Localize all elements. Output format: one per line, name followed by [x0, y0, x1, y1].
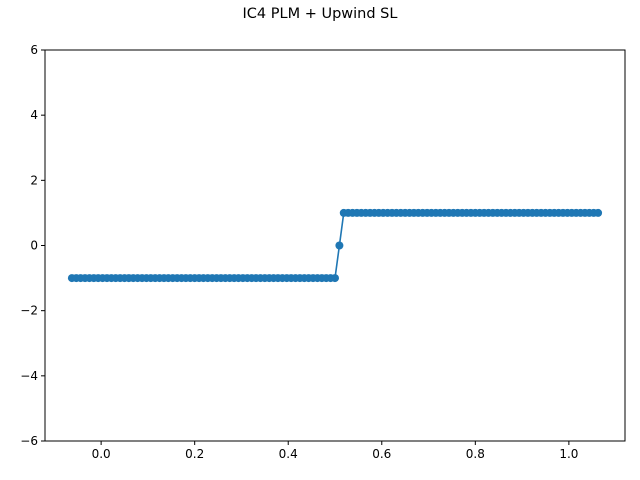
y-tick-label: 6	[30, 43, 38, 57]
chart-title: IC4 PLM + Upwind SL	[242, 6, 398, 22]
y-tick-label: 2	[30, 173, 38, 187]
x-tick-label: 0.6	[372, 447, 391, 461]
axis-ticks: 0.0 0.2 0.4 0.6 0.8 1.0 −6 −4 −2 0 2 4 6	[20, 43, 578, 461]
data-point	[331, 274, 339, 283]
axes-frame	[44, 49, 626, 442]
series-line	[71, 212, 599, 279]
y-tick-label: 4	[30, 108, 38, 122]
x-tick-label: 0.0	[92, 447, 111, 461]
y-tick-label: −2	[20, 304, 38, 318]
data-point	[594, 208, 603, 217]
y-tick-label: −6	[20, 434, 38, 448]
x-tick-label: 1.0	[559, 447, 578, 461]
x-tick-label: 0.4	[279, 447, 298, 461]
x-tick-label: 0.2	[185, 447, 204, 461]
x-tick-label: 0.8	[466, 447, 485, 461]
series-layer	[67, 208, 603, 283]
y-tick-label: 0	[30, 239, 38, 253]
y-tick-label: −4	[20, 369, 38, 383]
data-point	[335, 241, 344, 250]
